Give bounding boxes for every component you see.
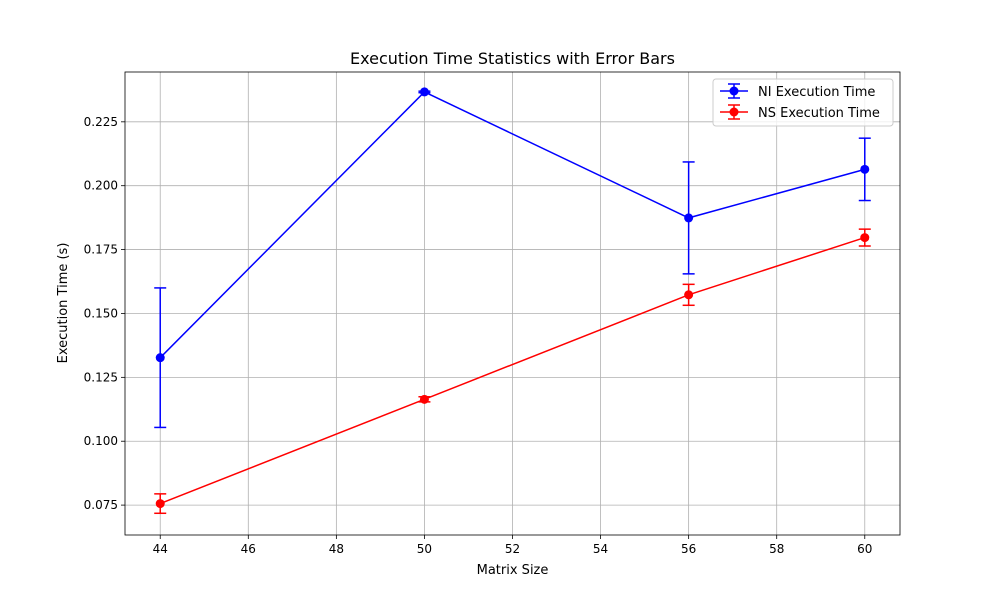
data-point <box>155 499 165 509</box>
legend-label: NI Execution Time <box>758 85 875 100</box>
y-tick-label: 0.100 <box>84 434 118 448</box>
legend: NI Execution Time NS Execution Time <box>712 78 894 127</box>
legend-box <box>712 78 894 127</box>
legend-entry-ns: NS Execution Time <box>720 104 880 121</box>
legend-marker-swatch <box>729 86 739 96</box>
y-tick-label: 0.175 <box>84 243 118 257</box>
series-ns <box>154 228 871 515</box>
legend-label: NS Execution Time <box>758 106 880 121</box>
x-tick-label: 48 <box>329 542 344 556</box>
data-point <box>155 353 165 363</box>
x-tick-label: 60 <box>857 542 872 556</box>
series-ni <box>154 87 871 429</box>
x-tick-label: 58 <box>769 542 784 556</box>
y-tick-label: 0.200 <box>84 179 118 193</box>
data-point <box>860 233 870 243</box>
legend-entry-ni: NI Execution Time <box>720 83 875 100</box>
y-tick-label: 0.125 <box>84 370 118 384</box>
x-tick-label: 56 <box>681 542 696 556</box>
data-point <box>684 213 694 223</box>
y-tick-label: 0.150 <box>84 306 118 320</box>
series-line <box>159 236 866 505</box>
data-point <box>860 164 870 174</box>
y-axis-label: Execution Time (s) <box>56 243 71 364</box>
x-tick-label: 44 <box>153 542 168 556</box>
chart-title: Execution Time Statistics with Error Bar… <box>350 49 675 68</box>
series-line <box>159 91 865 359</box>
series-layer <box>154 87 871 515</box>
legend-marker-swatch <box>729 107 739 117</box>
x-tick-label: 46 <box>241 542 256 556</box>
y-tick-label: 0.225 <box>84 115 118 129</box>
x-axis-label: Matrix Size <box>477 563 549 578</box>
y-tick-label: 0.075 <box>84 498 118 512</box>
x-tick-label: 54 <box>593 542 608 556</box>
ticks-layer: 44 46 48 50 52 54 56 58 60 0.075 0.100 0.125 0.150 0.… <box>84 115 873 556</box>
data-point <box>684 290 694 300</box>
x-tick-label: 52 <box>505 542 520 556</box>
data-point <box>419 87 429 97</box>
data-point <box>419 394 429 404</box>
x-tick-label: 50 <box>417 542 432 556</box>
